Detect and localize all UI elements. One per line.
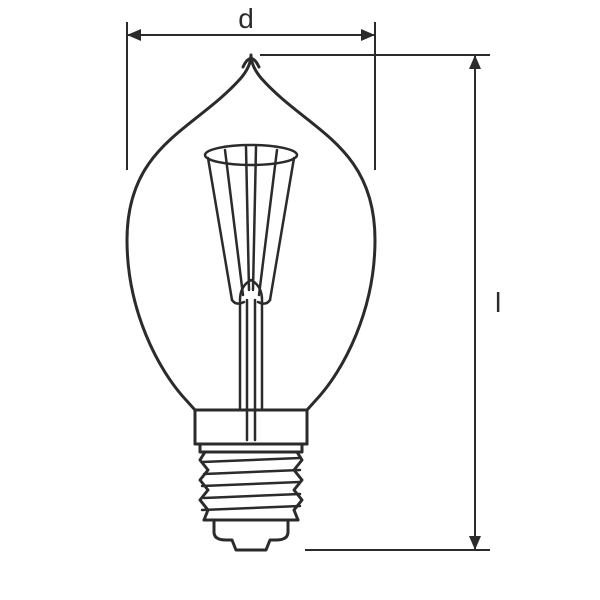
bulb-neck: [195, 410, 307, 452]
filament-assembly: [205, 145, 297, 440]
dimension-l: l: [260, 55, 501, 550]
bulb-dimension-diagram: d l: [0, 0, 600, 600]
label-d: d: [238, 3, 254, 34]
label-l: l: [495, 287, 501, 318]
screw-base: [200, 452, 302, 550]
bulb-outline: [127, 55, 375, 444]
